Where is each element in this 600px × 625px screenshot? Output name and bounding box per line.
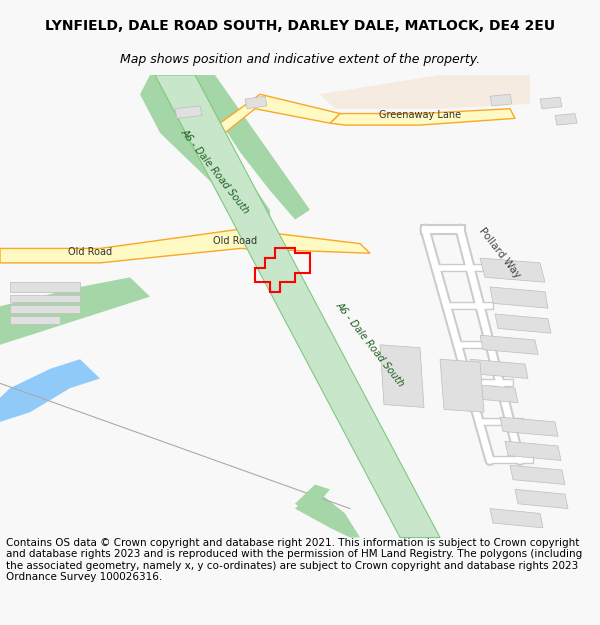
Polygon shape bbox=[510, 465, 565, 484]
Polygon shape bbox=[10, 305, 80, 313]
Polygon shape bbox=[505, 441, 561, 461]
Polygon shape bbox=[480, 335, 538, 354]
Text: Pollard Way: Pollard Way bbox=[478, 226, 523, 281]
Polygon shape bbox=[500, 417, 558, 436]
Polygon shape bbox=[140, 75, 270, 239]
Polygon shape bbox=[320, 75, 530, 109]
Polygon shape bbox=[440, 359, 484, 413]
Polygon shape bbox=[175, 106, 202, 118]
Text: Map shows position and indicative extent of the property.: Map shows position and indicative extent… bbox=[120, 52, 480, 66]
Polygon shape bbox=[295, 489, 360, 538]
Polygon shape bbox=[245, 96, 267, 109]
Polygon shape bbox=[540, 97, 562, 109]
Text: A6 - Dale Road South: A6 - Dale Road South bbox=[179, 127, 251, 216]
Polygon shape bbox=[190, 75, 310, 219]
Polygon shape bbox=[0, 359, 100, 422]
Polygon shape bbox=[515, 489, 568, 509]
Polygon shape bbox=[480, 258, 545, 282]
Polygon shape bbox=[0, 278, 150, 345]
Polygon shape bbox=[220, 94, 340, 132]
Text: Greenaway Lane: Greenaway Lane bbox=[379, 111, 461, 121]
Polygon shape bbox=[295, 484, 330, 513]
Polygon shape bbox=[10, 294, 80, 302]
Polygon shape bbox=[460, 383, 518, 402]
Polygon shape bbox=[490, 509, 543, 528]
Polygon shape bbox=[380, 345, 424, 408]
Polygon shape bbox=[470, 359, 528, 379]
Text: Old Road: Old Road bbox=[68, 248, 112, 258]
Text: A6 - Dale Road South: A6 - Dale Road South bbox=[334, 301, 406, 389]
Polygon shape bbox=[555, 114, 577, 125]
Polygon shape bbox=[10, 316, 60, 324]
Polygon shape bbox=[155, 75, 440, 538]
Text: LYNFIELD, DALE ROAD SOUTH, DARLEY DALE, MATLOCK, DE4 2EU: LYNFIELD, DALE ROAD SOUTH, DARLEY DALE, … bbox=[45, 19, 555, 32]
Text: Contains OS data © Crown copyright and database right 2021. This information is : Contains OS data © Crown copyright and d… bbox=[6, 538, 582, 582]
Polygon shape bbox=[0, 229, 370, 263]
Polygon shape bbox=[495, 314, 551, 333]
Polygon shape bbox=[10, 282, 80, 292]
Polygon shape bbox=[490, 94, 512, 106]
Text: Old Road: Old Road bbox=[213, 236, 257, 246]
Polygon shape bbox=[330, 109, 515, 125]
Polygon shape bbox=[490, 287, 548, 308]
